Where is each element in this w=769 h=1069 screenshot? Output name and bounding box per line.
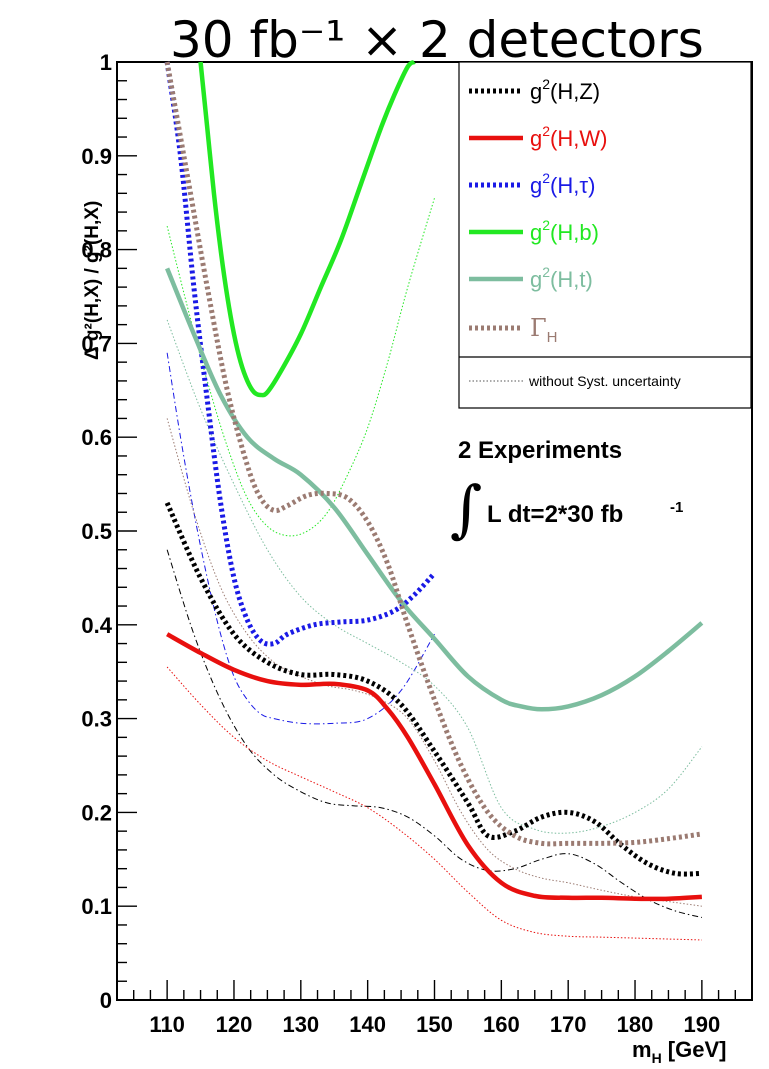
chart-title: 30 fb⁻¹ × 2 detectors xyxy=(170,11,704,69)
x-tick-label: 120 xyxy=(216,1012,253,1037)
luminosity-annotation: 2 Experiments ∫ L dt=2*30 fb -1 xyxy=(450,437,683,545)
legend-label: g2(H,W) xyxy=(530,123,607,151)
legend-label: g2(H,b) xyxy=(530,217,599,245)
syst-free-curve xyxy=(166,197,435,537)
syst-free-curve xyxy=(166,418,702,907)
x-axis-title-sub: H xyxy=(652,1050,662,1066)
legend-label-rest: (H,b) xyxy=(550,220,599,245)
y-tick-label: 0.7 xyxy=(81,331,112,356)
legend-label-base: Γ xyxy=(530,314,547,342)
legend-label-rest: (H,Z) xyxy=(550,79,600,104)
svg-text:mH [GeV]: mH [GeV] xyxy=(632,1037,726,1066)
syst-free-curve xyxy=(166,549,702,918)
y-tick-label: 0 xyxy=(100,988,112,1013)
y-axis-title: Δ g²(H,X) / g²(H,X) xyxy=(82,201,103,360)
x-tick-label: 130 xyxy=(282,1012,319,1037)
y-tick-label: 0.8 xyxy=(81,238,112,263)
annotation-luminosity: L dt=2*30 fb xyxy=(487,501,623,528)
series-curve xyxy=(164,501,702,877)
legend-entries: g2(H,Z)g2(H,W)g2(H,τ)g2(H,b)g2(H,t)ΓH xyxy=(469,76,607,346)
series-curve xyxy=(165,267,704,712)
main-series xyxy=(164,59,704,902)
legend-box xyxy=(458,61,752,409)
legend-label-rest: (H,τ) xyxy=(550,173,595,198)
legend-label-base: g xyxy=(530,220,542,245)
x-tick-label: 180 xyxy=(617,1012,654,1037)
x-tick-label: 140 xyxy=(349,1012,386,1037)
annotation-luminosity-exponent: -1 xyxy=(670,499,683,516)
x-axis-title: mH [GeV] xyxy=(632,1037,726,1066)
legend-label-base: g xyxy=(530,79,542,104)
series-curve xyxy=(164,61,703,847)
y-tick-label: 0.9 xyxy=(81,144,112,169)
axis-ticks xyxy=(117,61,736,1001)
legend-label-sup: 2 xyxy=(542,217,550,233)
series-curve xyxy=(198,59,416,398)
y-tick-label: 0.4 xyxy=(81,613,112,638)
y-tick-label: 0.2 xyxy=(81,800,112,825)
syst-free-curve xyxy=(166,666,702,941)
legend-label-sub: H xyxy=(547,329,558,346)
y-tick-label: 0.5 xyxy=(81,519,112,544)
legend-label: g2(H,τ) xyxy=(530,170,595,198)
y-tick-label: 0.1 xyxy=(81,894,112,919)
legend-label: ΓH xyxy=(530,314,558,346)
legend-label-sup: 2 xyxy=(542,264,550,280)
legend-label-rest: (H,W) xyxy=(550,126,607,151)
y-axis-title-text: Δ g²(H,X) / g²(H,X) xyxy=(82,201,103,360)
x-tick-label: 150 xyxy=(416,1012,453,1037)
y-tick-label: 0.3 xyxy=(81,707,112,732)
x-tick-label: 170 xyxy=(550,1012,587,1037)
legend-label-sup: 2 xyxy=(542,170,550,186)
x-tick-labels: 110 120 130 140 150 160 170 180 190 xyxy=(149,1012,720,1037)
x-tick-label: 190 xyxy=(684,1012,721,1037)
series-curve xyxy=(164,61,437,647)
syst-free-series xyxy=(166,197,703,941)
y-tick-label: 1 xyxy=(100,50,112,75)
x-axis-title-unit: [GeV] xyxy=(662,1037,727,1062)
legend-label-sup: 2 xyxy=(542,123,550,139)
legend-label-base: g xyxy=(530,267,542,292)
legend-label: g2(H,t) xyxy=(530,264,593,292)
legend: g2(H,Z)g2(H,W)g2(H,τ)g2(H,b)g2(H,t)ΓH wi… xyxy=(458,61,752,409)
x-tick-label: 110 xyxy=(149,1012,185,1037)
annotation-experiments: 2 Experiments xyxy=(458,437,622,464)
legend-label-rest: (H,t) xyxy=(550,267,593,292)
y-tick-label: 0.6 xyxy=(81,425,112,450)
x-tick-label: 160 xyxy=(483,1012,520,1037)
legend-label-base: g xyxy=(530,173,542,198)
legend-label-base: g xyxy=(530,126,542,151)
x-axis-title-main: m xyxy=(632,1037,652,1062)
legend-label: g2(H,Z) xyxy=(530,76,600,104)
series-curve xyxy=(166,632,702,902)
annotation-integral-sign: ∫ xyxy=(450,472,482,545)
y-tick-labels: 0 0.1 0.2 0.3 0.4 0.5 0.6 0.7 0.8 0.9 1 xyxy=(81,50,112,1013)
syst-free-curve xyxy=(166,352,435,725)
syst-free-curve xyxy=(166,319,703,834)
legend-label-sup: 2 xyxy=(542,76,550,92)
legend-syst-label: without Syst. uncertainty xyxy=(528,373,681,389)
